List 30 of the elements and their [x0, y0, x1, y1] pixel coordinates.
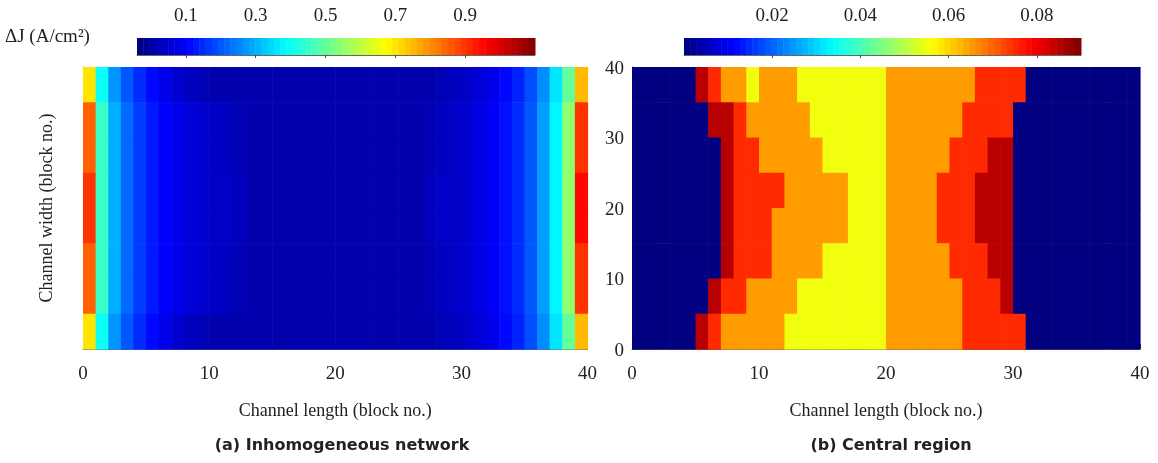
- x-axis-title: Channel length (block no.): [238, 400, 432, 421]
- x-tick-label: 10: [199, 362, 219, 383]
- x-tick-label: 20: [876, 362, 896, 383]
- y-tick-label: 20: [605, 197, 624, 219]
- x-tick-label: 30: [1003, 362, 1023, 383]
- color-bar-label: 0.08: [1020, 4, 1054, 25]
- color-bar-label: 0.1: [174, 4, 198, 25]
- y-tick-label: 10: [605, 268, 624, 289]
- x-tick-label: 40: [1130, 362, 1150, 383]
- x-tick-label: 10: [749, 362, 769, 383]
- color-bar-label: 0.3: [243, 4, 268, 25]
- color-bar-label: 0.06: [932, 4, 966, 25]
- x-tick-label: 30: [451, 362, 471, 383]
- x-tick-label: 0: [627, 362, 637, 383]
- x-tick-label: 20: [325, 362, 345, 383]
- color-bar-label: 0.7: [383, 4, 408, 25]
- y-tick-label: 0: [614, 338, 624, 360]
- color-bar-title: ΔJ (A/cm²): [5, 25, 90, 47]
- color-bar-label: 0.04: [843, 4, 878, 25]
- x-tick-label: 0: [78, 362, 88, 383]
- x-axis-title: Channel length (block no.): [789, 400, 983, 421]
- color-bar-label: 0.02: [755, 4, 789, 25]
- text: (a) Inhomogeneous network: [214, 434, 470, 454]
- text: (b) Central region: [810, 434, 972, 454]
- y-tick-label: 30: [605, 127, 624, 148]
- y-axis-title: Channel width (block no.): [36, 113, 57, 303]
- color-bar-label: 0.5: [313, 4, 338, 25]
- y-tick-label: 40: [605, 56, 624, 78]
- x-tick-label: 40: [578, 362, 597, 383]
- color-bar-label: 0.9: [453, 4, 478, 25]
